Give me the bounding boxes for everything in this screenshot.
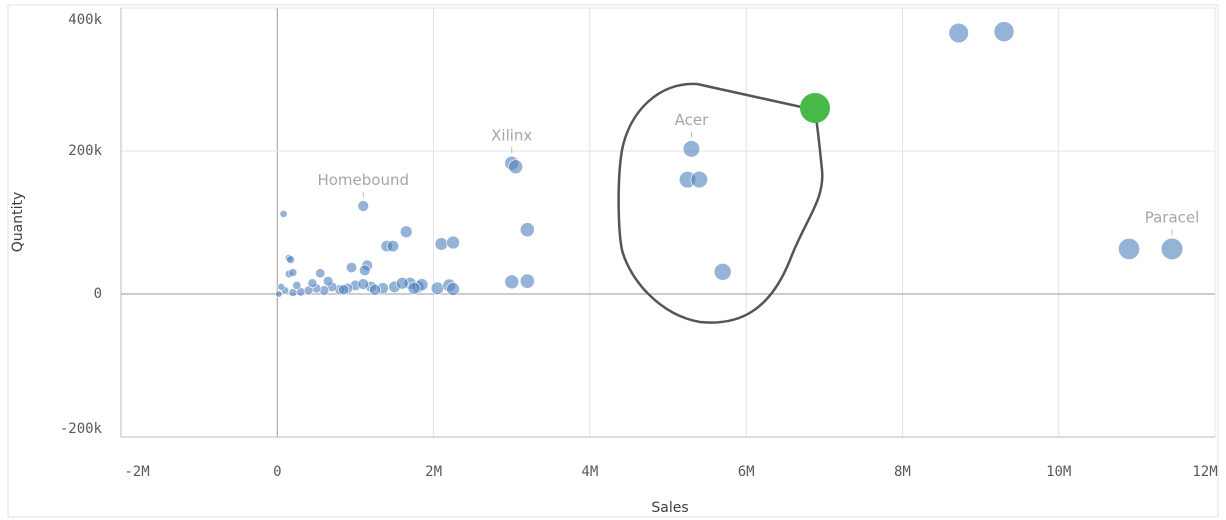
frame xyxy=(7,4,1219,518)
point xyxy=(359,264,371,277)
point xyxy=(508,159,523,175)
point xyxy=(407,281,421,295)
y-tick-label: 400k xyxy=(68,12,102,28)
point xyxy=(682,140,701,158)
annotation: Homebound xyxy=(317,171,409,189)
lasso-handle[interactable] xyxy=(800,93,830,123)
point xyxy=(275,290,283,298)
annotation: Acer xyxy=(675,111,709,129)
point xyxy=(357,278,369,290)
point xyxy=(519,222,535,238)
point xyxy=(369,283,381,296)
point xyxy=(396,277,409,290)
point xyxy=(386,239,400,253)
point xyxy=(315,268,326,279)
point xyxy=(277,283,286,291)
point xyxy=(948,22,969,44)
point xyxy=(322,275,334,287)
annotation: Paracel xyxy=(1145,209,1200,227)
x-axis-title: Sales xyxy=(651,500,688,516)
point xyxy=(1118,238,1140,260)
point xyxy=(434,237,449,251)
points: Homebound Xilinx Acer Paracel xyxy=(275,21,1200,298)
point xyxy=(430,281,445,295)
y-tick-label: 0 xyxy=(94,286,102,302)
point xyxy=(338,284,350,296)
x-tick-label: 12M xyxy=(1192,464,1217,480)
point xyxy=(307,278,318,289)
y-tick-label: 200k xyxy=(68,143,102,159)
y-axis-title: Quantity xyxy=(10,192,26,253)
point xyxy=(690,170,708,189)
x-tick-label: 10M xyxy=(1046,464,1071,480)
lasso xyxy=(617,82,824,324)
x-tick-label: 8M xyxy=(894,464,911,480)
point xyxy=(288,288,298,297)
point xyxy=(292,280,302,290)
x-tick-label: 2M xyxy=(425,464,442,480)
x-tick-label: 4M xyxy=(581,464,598,480)
point xyxy=(993,21,1015,42)
point xyxy=(399,225,413,239)
point xyxy=(504,274,520,290)
x-tick-label: -2M xyxy=(124,464,149,480)
grid: -2M 0 2M 4M 6M 8M 10M 12M -200k 0 200k 400k xyxy=(60,7,1218,480)
point xyxy=(345,261,358,274)
annotation: Xilinx xyxy=(491,127,532,145)
point xyxy=(1160,237,1184,261)
point xyxy=(519,273,535,289)
point xyxy=(279,209,288,218)
point xyxy=(446,282,460,296)
point xyxy=(286,255,295,264)
x-tick-label: 6M xyxy=(738,464,755,480)
x-tick-label: 0 xyxy=(273,464,281,480)
point xyxy=(713,263,732,281)
y-tick-label: -200k xyxy=(60,421,103,437)
point xyxy=(288,268,298,277)
point xyxy=(357,200,369,212)
point xyxy=(446,235,460,250)
